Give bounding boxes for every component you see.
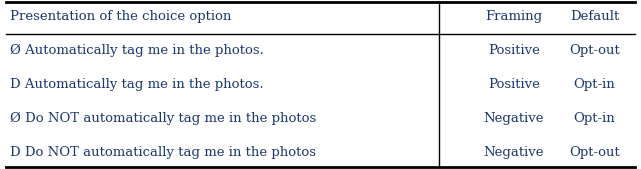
Text: Negative: Negative (483, 112, 544, 125)
Text: Positive: Positive (488, 44, 540, 57)
Text: Default: Default (570, 10, 619, 23)
Text: Positive: Positive (488, 78, 540, 91)
Text: Ø Automatically tag me in the photos.: Ø Automatically tag me in the photos. (10, 44, 263, 57)
Text: Opt-in: Opt-in (574, 112, 615, 125)
Text: Negative: Negative (483, 146, 544, 159)
Text: Ø Do NOT automatically tag me in the photos: Ø Do NOT automatically tag me in the pho… (10, 112, 316, 125)
Text: Opt-out: Opt-out (569, 44, 620, 57)
Text: Framing: Framing (485, 10, 542, 23)
Text: Opt-in: Opt-in (574, 78, 615, 91)
Text: Opt-out: Opt-out (569, 146, 620, 159)
Text: D Automatically tag me in the photos.: D Automatically tag me in the photos. (10, 78, 263, 91)
Text: D Do NOT automatically tag me in the photos: D Do NOT automatically tag me in the pho… (10, 146, 315, 159)
Text: Presentation of the choice option: Presentation of the choice option (10, 10, 231, 23)
